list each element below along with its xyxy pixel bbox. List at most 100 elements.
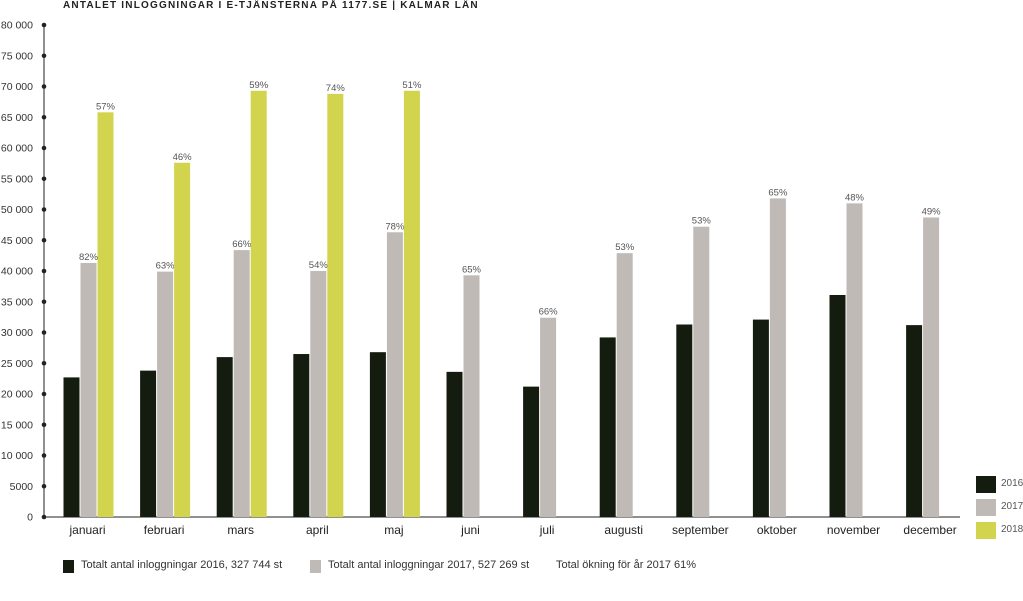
y-tick-dot [41,237,47,243]
bar-2016-maj [369,352,386,517]
bar-2017-juli [540,317,557,517]
data-label-2018-april: 74% [326,83,346,94]
y-tick-label: 30 000 [1,327,33,339]
x-tick-label: april [306,523,329,537]
x-tick-label: februari [144,523,185,537]
data-label-2017-januari: 82% [79,252,99,263]
y-tick-label: 20 000 [1,389,33,401]
data-label-2017-februari: 63% [156,261,176,272]
bar-2018-januari [97,112,114,517]
x-tick-label: maj [384,523,403,537]
bar-2017-mars [233,250,250,517]
y-tick-dot [41,145,47,151]
bar-2018-mars [250,90,267,518]
bar-2017-maj [386,232,403,517]
y-tick-dot [41,114,47,120]
data-label-2018-januari: 57% [96,101,116,112]
data-label-2017-mars: 66% [232,239,252,250]
y-tick-dot [41,22,47,28]
bar-2016-december [906,325,923,517]
bar-2018-maj [403,90,420,518]
x-tick-label: juni [460,523,480,537]
bar-2016-mars [216,357,233,517]
total-increase-label: Total ökning för år 2017 61% [556,559,697,571]
x-tick-label: juli [539,523,555,537]
bar-2016-november [829,294,846,517]
y-tick-label: 50 000 [1,204,33,216]
bar-2016-augusti [599,337,616,517]
bar-2016-juni [446,371,463,517]
y-tick-dot [41,453,47,458]
y-tick-dot [41,207,47,212]
y-tick-label: 25 000 [1,358,33,370]
bar-2017-oktober [769,198,786,517]
bar-2017-september [693,226,710,517]
y-tick-label: 65 000 [1,112,33,124]
data-label-2017-maj: 78% [385,221,405,232]
data-label-2017-juni: 65% [462,264,482,275]
y-tick-label: 5000 [10,481,34,493]
y-tick-dot [41,422,47,428]
x-tick-label: augusti [604,523,643,537]
y-tick-label: 70 000 [1,81,33,93]
y-tick-dot [41,330,47,335]
bar-2016-oktober [752,319,769,517]
bar-2016-februari [140,370,157,517]
x-tick-label: oktober [757,523,797,537]
data-label-2017-december: 49% [922,206,942,217]
y-tick-label: 35 000 [1,296,33,308]
data-label-2017-november: 48% [845,192,865,203]
bar-2017-januari [80,263,97,517]
legend-label-2018: 2018 [1001,524,1023,535]
y-tick-dot [41,360,47,366]
legend-swatch-2018 [976,522,996,539]
data-label-2018-maj: 51% [402,80,422,91]
y-tick-dot [41,53,47,59]
legend-swatch-2017 [976,499,996,516]
bar-2016-juli [523,386,540,517]
y-tick-label: 15 000 [1,419,33,431]
total-2016-label: Totalt antal inloggningar 2016, 327 744 … [81,559,283,571]
y-tick-label: 0 [27,512,33,524]
data-label-2017-oktober: 65% [768,187,788,198]
data-label-2017-september: 53% [692,216,712,227]
y-tick-dot [41,268,47,274]
bar-2017-november [846,203,863,517]
y-tick-label: 75 000 [1,50,33,62]
bar-2017-augusti [616,253,633,518]
bar-2017-februari [157,271,174,517]
data-label-2017-augusti: 53% [615,242,635,253]
x-tick-label: september [672,523,729,537]
bar-2018-april [327,93,344,517]
y-tick-label: 55 000 [1,173,33,185]
bar-2016-september [676,324,693,517]
y-tick-dot [41,84,47,89]
year-legend: 2016 2017 2018 [976,476,1023,546]
bar-2017-april [310,271,327,517]
y-tick-label: 60 000 [1,143,33,155]
bar-2017-juni [463,275,480,517]
y-tick-dot [41,176,47,182]
legend-swatch-2016 [976,476,996,493]
data-label-2017-april: 54% [309,260,329,271]
y-tick-dot [41,483,47,489]
legend-label-2017: 2017 [1001,501,1023,512]
data-label-2018-mars: 59% [249,80,269,91]
bar-2018-februari [174,162,191,517]
x-tick-label: december [903,523,956,537]
chart-title: ANTALET INLOGGNINGAR I E-TJÄNSTERNA PÅ 1… [63,0,479,11]
legend-label-2016: 2016 [1001,478,1023,489]
bar-2016-april [293,354,310,517]
data-label-2018-februari: 46% [173,152,193,163]
y-tick-dot [41,514,47,520]
y-tick-dot [41,391,47,397]
x-tick-label: november [827,523,880,537]
x-tick-label: januari [68,523,105,537]
y-tick-label: 40 000 [1,266,33,278]
data-label-2017-juli: 66% [539,307,559,318]
y-tick-label: 45 000 [1,235,33,247]
bar-chart: 0 5000 10 000 15 000 20 000 25 000 30 000 35 00… [1,20,960,537]
y-tick-label: 80 000 [1,20,33,32]
x-tick-label: mars [227,523,254,537]
y-tick-dot [41,299,47,305]
